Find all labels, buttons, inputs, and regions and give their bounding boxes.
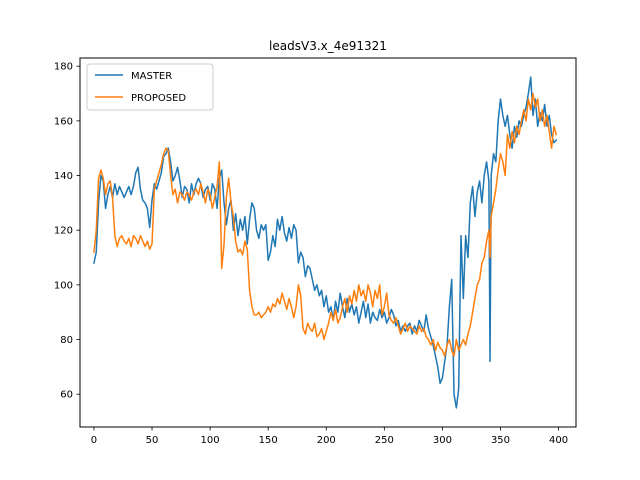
x-tick-label: 0 [91,435,97,446]
series-layer [93,76,558,409]
y-axis: 60 80 100 120 140 160 180 [54,62,80,401]
x-tick-label: 150 [259,435,278,446]
x-tick-label: 50 [146,435,159,446]
x-axis: 0 50 100 150 200 250 300 350 400 [91,427,568,446]
x-tick-label: 400 [549,435,568,446]
legend-label-master: MASTER [131,71,172,82]
y-tick-label: 60 [60,390,73,401]
y-tick-label: 80 [60,335,73,346]
legend-label-proposed: PROPOSED [131,93,186,104]
series-line-master [93,76,558,409]
y-tick-label: 180 [54,62,73,73]
x-tick-label: 250 [375,435,394,446]
x-tick-label: 100 [201,435,220,446]
y-tick-label: 100 [54,280,73,291]
x-tick-label: 350 [491,435,510,446]
series-line-proposed [93,92,558,357]
y-tick-label: 140 [54,171,73,182]
plot-frame [79,57,577,428]
chart-title: leadsV3.x_4e91321 [269,39,387,53]
legend: MASTER PROPOSED [86,63,214,111]
x-tick-label: 300 [433,435,452,446]
x-tick-label: 200 [317,435,336,446]
y-tick-label: 120 [54,226,73,237]
y-tick-label: 160 [54,116,73,127]
